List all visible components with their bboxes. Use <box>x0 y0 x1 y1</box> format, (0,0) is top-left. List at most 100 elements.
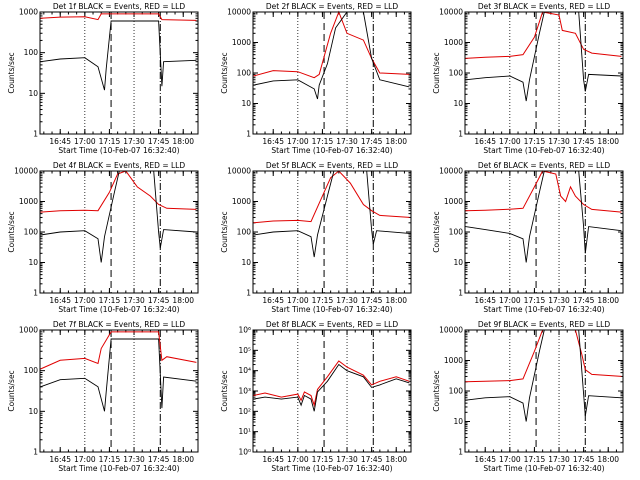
y-axis-label: Counts/sec <box>7 370 16 411</box>
y-tick-label: 1000 <box>19 197 38 206</box>
x-axis-label: Start Time (10-Feb-07 16:32:40) <box>483 146 604 155</box>
x-tick-label: 16:45 <box>49 137 71 146</box>
x-axis-label: Start Time (10-Feb-07 16:32:40) <box>58 305 179 314</box>
plot-frame <box>464 11 624 135</box>
plot-frame <box>39 11 199 135</box>
y-tick-label: 10 <box>241 99 251 108</box>
x-tick-label: 17:45 <box>573 296 595 305</box>
x-tick-label: 17:45 <box>148 137 170 146</box>
x-tick-label: 17:00 <box>499 137 521 146</box>
x-tick-label: 18:00 <box>385 137 407 146</box>
x-tick-label: 17:45 <box>361 137 383 146</box>
y-tick-label: 10² <box>238 407 251 416</box>
panel-title: Det 7f BLACK = Events, RED = LLD <box>53 320 186 329</box>
x-tick-label: 17:15 <box>99 455 121 464</box>
x-tick-label: 16:45 <box>474 137 496 146</box>
series-events-line <box>40 338 197 412</box>
x-tick-label: 18:00 <box>597 455 619 464</box>
y-tick-label: 10⁶ <box>238 326 251 335</box>
panel-title: Det 3f BLACK = Events, RED = LLD <box>478 2 611 11</box>
y-axis-label: Counts/sec <box>220 52 229 93</box>
y-tick-label: 100 <box>24 228 39 237</box>
panel-5: Det 5f BLACK = Events, RED = LLD Counts/s… <box>220 161 412 314</box>
y-tick-label: 1 <box>33 289 38 298</box>
y-axis-label: Counts/sec <box>220 370 229 411</box>
x-axis-label: Start Time (10-Feb-07 16:32:40) <box>58 464 179 473</box>
x-tick-label: 16:45 <box>49 455 71 464</box>
y-tick-label: 1000 <box>444 197 463 206</box>
x-tick-label: 17:00 <box>287 455 309 464</box>
panel-title: Det 6f BLACK = Events, RED = LLD <box>478 161 611 170</box>
x-tick-label: 17:30 <box>336 296 358 305</box>
x-tick-label: 17:30 <box>336 137 358 146</box>
y-tick-label: 10⁰ <box>238 448 251 457</box>
x-tick-label: 17:00 <box>74 137 96 146</box>
panel-title: Det 8f BLACK = Events, RED = LLD <box>266 320 399 329</box>
panel-title: Det 2f BLACK = Events, RED = LLD <box>266 2 399 11</box>
panel-7: Det 7f BLACK = Events, RED = LLD Counts/s… <box>7 320 199 473</box>
series-lld-line <box>465 329 622 383</box>
plot-frame <box>464 170 624 294</box>
y-tick-label: 10 <box>453 258 463 267</box>
y-tick-label: 1000 <box>19 8 38 17</box>
y-tick-label: 1000 <box>444 38 463 47</box>
y-tick-label: 1000 <box>232 197 251 206</box>
x-axis-label: Start Time (10-Feb-07 16:32:40) <box>271 146 392 155</box>
x-tick-label: 16:45 <box>474 296 496 305</box>
x-axis-label: Start Time (10-Feb-07 16:32:40) <box>271 305 392 314</box>
x-tick-label: 16:45 <box>262 455 284 464</box>
x-tick-label: 18:00 <box>597 296 619 305</box>
panel-1: Det 1f BLACK = Events, RED = LLD Counts/s… <box>7 2 199 155</box>
y-tick-label: 1000 <box>444 356 463 365</box>
y-tick-label: 100 <box>449 387 464 396</box>
panel-3: Det 3f BLACK = Events, RED = LLD Counts/s… <box>432 2 624 155</box>
x-axis-label: Start Time (10-Feb-07 16:32:40) <box>58 146 179 155</box>
series-events-line <box>40 20 197 91</box>
y-tick-label: 1 <box>33 448 38 457</box>
x-tick-label: 16:45 <box>262 137 284 146</box>
y-tick-label: 10000 <box>227 8 251 17</box>
panel-title: Det 5f BLACK = Events, RED = LLD <box>266 161 399 170</box>
y-tick-label: 10000 <box>439 167 463 176</box>
x-tick-label: 17:15 <box>524 455 546 464</box>
y-tick-label: 1 <box>458 289 463 298</box>
series-lld-line <box>253 170 410 224</box>
y-tick-label: 1 <box>458 130 463 139</box>
y-tick-label: 10 <box>241 258 251 267</box>
panel-6: Det 6f BLACK = Events, RED = LLD Counts/s… <box>432 161 624 314</box>
x-tick-label: 16:45 <box>474 455 496 464</box>
y-tick-label: 10⁴ <box>238 366 251 375</box>
y-axis-label: Counts/sec <box>432 370 441 411</box>
x-tick-label: 17:15 <box>99 137 121 146</box>
x-tick-label: 18:00 <box>172 296 194 305</box>
x-tick-label: 17:15 <box>524 296 546 305</box>
x-tick-label: 17:15 <box>312 296 334 305</box>
x-tick-label: 17:00 <box>499 455 521 464</box>
panel-title: Det 9f BLACK = Events, RED = LLD <box>478 320 611 329</box>
y-tick-label: 1000 <box>232 38 251 47</box>
x-tick-label: 17:15 <box>312 455 334 464</box>
series-events-line <box>465 329 622 422</box>
x-tick-label: 17:30 <box>548 455 570 464</box>
x-tick-label: 16:45 <box>49 296 71 305</box>
x-tick-label: 17:00 <box>74 296 96 305</box>
y-tick-label: 1 <box>33 130 38 139</box>
y-tick-label: 10000 <box>14 167 38 176</box>
plot-frame <box>252 329 412 453</box>
x-tick-label: 17:45 <box>148 296 170 305</box>
y-tick-label: 1 <box>458 448 463 457</box>
plot-frame <box>252 11 412 135</box>
plot-frame <box>252 170 412 294</box>
x-tick-label: 17:45 <box>361 296 383 305</box>
panel-8: Det 8f BLACK = Events, RED = LLD Counts/s… <box>220 320 412 473</box>
y-axis-label: Counts/sec <box>7 211 16 252</box>
series-events-line <box>253 363 410 412</box>
x-tick-label: 17:45 <box>148 455 170 464</box>
x-axis-label: Start Time (10-Feb-07 16:32:40) <box>483 464 604 473</box>
plot-frame <box>464 329 624 453</box>
y-tick-label: 100 <box>24 48 39 57</box>
x-axis-label: Start Time (10-Feb-07 16:32:40) <box>483 305 604 314</box>
y-tick-label: 1000 <box>19 326 38 335</box>
y-tick-label: 10⁵ <box>238 346 251 355</box>
x-tick-label: 17:00 <box>287 137 309 146</box>
